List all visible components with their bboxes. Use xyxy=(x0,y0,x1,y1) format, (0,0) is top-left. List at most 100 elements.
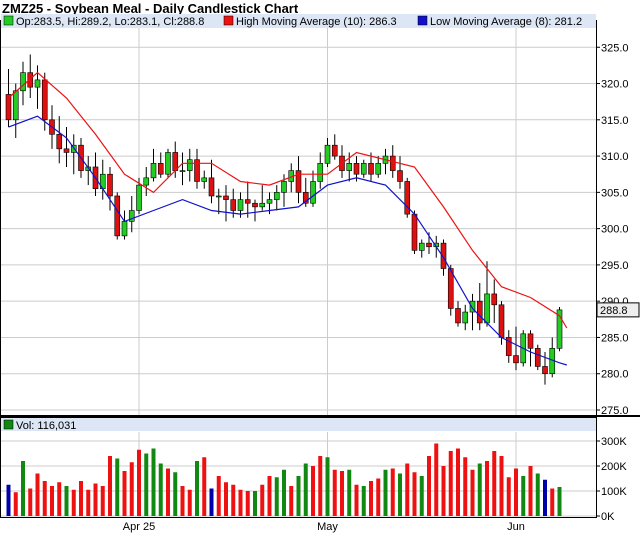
candle-body xyxy=(418,242,425,251)
candle-body xyxy=(273,192,280,200)
high-moving-average-line xyxy=(8,71,568,329)
high-ma-swatch xyxy=(223,15,234,26)
candle-body xyxy=(12,90,19,121)
candle-body xyxy=(56,134,63,150)
grid xyxy=(1,21,596,517)
candle-body xyxy=(397,170,403,182)
volume-bar xyxy=(543,479,547,516)
volume-bar xyxy=(64,486,69,516)
up-candle-swatch xyxy=(3,15,14,26)
candle-body xyxy=(237,199,244,211)
volume-bar xyxy=(485,461,489,516)
candle-body xyxy=(281,181,287,193)
candle-body xyxy=(114,195,121,237)
volume-bar xyxy=(28,488,33,516)
candle-body xyxy=(498,304,505,338)
volume-bar xyxy=(50,486,54,516)
candle-body xyxy=(440,242,447,269)
ohlc-legend: Op:283.5, Hi:289.2, Lo:283.1, Cl:288.8 xyxy=(16,16,204,28)
volume-bar xyxy=(557,486,562,516)
candle-body xyxy=(469,300,476,313)
volume-legend-background xyxy=(1,418,596,431)
volume-bar xyxy=(137,449,141,516)
volume-bar xyxy=(289,486,294,516)
volume-bar xyxy=(434,443,439,516)
candle-body xyxy=(128,210,135,222)
volume-bar xyxy=(144,453,149,516)
volume-bar xyxy=(86,489,91,516)
last-price-box xyxy=(596,302,640,318)
volume-bar xyxy=(477,463,482,516)
last-price-marker: 288.8 xyxy=(596,302,640,318)
volume-bar xyxy=(202,457,207,516)
candle-body xyxy=(426,242,432,248)
candle-body xyxy=(107,173,113,197)
candle-body xyxy=(201,177,208,182)
volume-tick-label: 200K xyxy=(601,461,627,473)
volume-bar xyxy=(93,483,98,516)
volume-bar xyxy=(361,486,366,516)
volume-bar xyxy=(325,457,330,516)
volume-bar xyxy=(173,472,178,516)
price-tick-label: 300.0 xyxy=(601,224,629,236)
price-tick-label: 310.0 xyxy=(601,151,629,163)
volume-bar xyxy=(35,473,40,516)
volume-bar xyxy=(412,472,417,516)
volume-bar xyxy=(499,456,504,516)
volume-axis: 300K 200K 100K 0K xyxy=(596,436,627,523)
volume-tick-label: 300K xyxy=(601,436,627,448)
price-tick-label: 305.0 xyxy=(601,187,629,199)
candle-body xyxy=(534,348,541,367)
candle-body xyxy=(150,163,157,179)
candle-body xyxy=(20,72,26,92)
volume-bar xyxy=(260,484,265,516)
candle-body xyxy=(360,163,367,175)
volume-bar xyxy=(398,473,402,516)
candles xyxy=(5,54,563,385)
volume-bar xyxy=(180,486,185,516)
candle-body xyxy=(259,202,266,208)
volume-bars xyxy=(6,443,562,516)
candle-body xyxy=(295,170,302,193)
volume-bar xyxy=(151,448,156,516)
volume-bar xyxy=(419,476,424,516)
volume-bar xyxy=(274,477,279,516)
candle-body xyxy=(208,177,215,197)
price-tick-label: 320.0 xyxy=(601,79,629,91)
volume-bar xyxy=(6,484,11,516)
volume-bar xyxy=(231,484,236,516)
volume-bar xyxy=(267,476,272,516)
volume-bar xyxy=(282,469,286,516)
volume-bar xyxy=(187,489,192,516)
volume-bar xyxy=(521,476,526,516)
volume-bar xyxy=(506,477,511,516)
candle-body xyxy=(63,148,70,153)
volume-bar xyxy=(311,466,315,516)
candle-body xyxy=(455,308,461,324)
candle-body xyxy=(266,199,273,204)
candle-body xyxy=(157,163,164,175)
candle-body xyxy=(194,159,200,182)
candle-body xyxy=(27,72,34,88)
candle-body xyxy=(252,202,258,208)
volume-bar xyxy=(100,486,105,516)
volume-bar xyxy=(383,469,388,516)
candle-body xyxy=(172,152,179,171)
volume-bar xyxy=(448,451,453,516)
candle-body xyxy=(230,199,237,211)
candle-body xyxy=(331,144,338,157)
candle-body xyxy=(389,155,396,171)
candle-body xyxy=(368,163,374,175)
candle-body xyxy=(317,163,324,182)
volume-bar xyxy=(332,469,337,516)
candle-body xyxy=(244,199,251,204)
candle-body xyxy=(143,177,150,186)
candle-body xyxy=(476,300,483,324)
low-ma-legend: Low Moving Average (8): 281.2 xyxy=(430,16,582,28)
candle-body xyxy=(41,79,48,121)
volume-bar xyxy=(158,463,163,516)
candle-body xyxy=(346,163,353,171)
candle-body xyxy=(556,309,563,349)
candle-body xyxy=(411,213,418,251)
price-tick-label: 325.0 xyxy=(601,42,629,54)
